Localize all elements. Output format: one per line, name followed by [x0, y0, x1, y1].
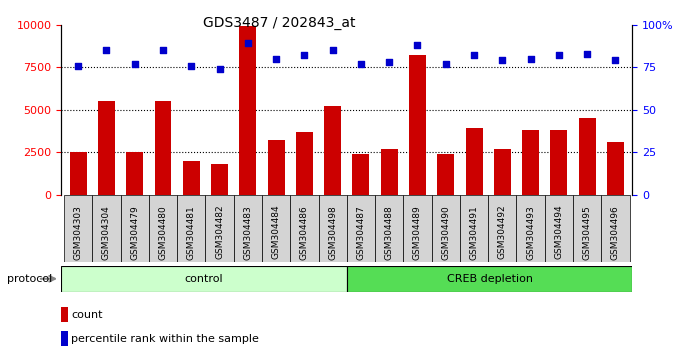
Bar: [177, 195, 205, 262]
Point: [497, 58, 508, 63]
Bar: [126, 152, 143, 195]
Bar: [579, 118, 596, 195]
Bar: [64, 195, 92, 262]
Bar: [149, 195, 177, 262]
Text: GSM304481: GSM304481: [187, 205, 196, 259]
Bar: [347, 195, 375, 262]
Point: [271, 56, 282, 62]
Bar: [403, 195, 432, 262]
Bar: [211, 164, 228, 195]
Text: GSM304303: GSM304303: [73, 205, 83, 260]
Point: [327, 47, 338, 53]
Text: GSM304490: GSM304490: [441, 205, 450, 259]
Text: GSM304486: GSM304486: [300, 205, 309, 259]
Point: [214, 66, 225, 72]
Point: [299, 52, 310, 58]
Text: protocol: protocol: [7, 274, 52, 284]
Bar: [573, 195, 601, 262]
Bar: [460, 195, 488, 262]
Text: control: control: [185, 274, 223, 284]
Bar: [61, 307, 68, 322]
Text: GSM304494: GSM304494: [554, 205, 563, 259]
Point: [441, 61, 452, 67]
Bar: [239, 27, 256, 195]
Text: GSM304487: GSM304487: [356, 205, 365, 259]
Bar: [601, 195, 630, 262]
Bar: [296, 132, 313, 195]
Point: [581, 51, 592, 57]
Bar: [466, 129, 483, 195]
Point: [610, 58, 621, 63]
Text: GSM304491: GSM304491: [470, 205, 479, 259]
Point: [469, 52, 479, 58]
Bar: [92, 195, 120, 262]
Bar: [347, 266, 632, 292]
Bar: [517, 195, 545, 262]
Bar: [437, 154, 454, 195]
Text: GSM304483: GSM304483: [243, 205, 252, 259]
Point: [412, 42, 423, 48]
Text: count: count: [71, 310, 103, 320]
Bar: [318, 195, 347, 262]
Point: [242, 41, 253, 46]
Bar: [205, 195, 234, 262]
Text: CREB depletion: CREB depletion: [447, 274, 532, 284]
Bar: [234, 195, 262, 262]
Point: [356, 61, 367, 67]
Text: GSM304304: GSM304304: [102, 205, 111, 259]
Point: [525, 56, 536, 62]
Text: percentile rank within the sample: percentile rank within the sample: [71, 333, 259, 344]
Point: [554, 52, 564, 58]
Text: GSM304479: GSM304479: [131, 205, 139, 259]
Text: GSM304482: GSM304482: [215, 205, 224, 259]
Bar: [324, 106, 341, 195]
Bar: [381, 149, 398, 195]
Bar: [262, 195, 290, 262]
Text: GSM304495: GSM304495: [583, 205, 592, 259]
Bar: [61, 266, 347, 292]
Point: [384, 59, 394, 65]
Text: GSM304488: GSM304488: [385, 205, 394, 259]
Bar: [120, 195, 149, 262]
Bar: [522, 130, 539, 195]
Text: GSM304484: GSM304484: [271, 205, 281, 259]
Point: [73, 63, 84, 68]
Bar: [61, 331, 68, 346]
Text: GSM304480: GSM304480: [158, 205, 167, 259]
Bar: [607, 142, 624, 195]
Bar: [375, 195, 403, 262]
Bar: [488, 195, 517, 262]
Text: GSM304492: GSM304492: [498, 205, 507, 259]
Bar: [183, 161, 200, 195]
Point: [186, 63, 197, 68]
Bar: [98, 101, 115, 195]
Point: [101, 47, 112, 53]
Text: GDS3487 / 202843_at: GDS3487 / 202843_at: [203, 16, 355, 30]
Text: GSM304493: GSM304493: [526, 205, 535, 259]
Bar: [550, 130, 567, 195]
Bar: [409, 55, 426, 195]
Bar: [494, 149, 511, 195]
Point: [129, 61, 140, 67]
Bar: [69, 152, 86, 195]
Bar: [432, 195, 460, 262]
Text: GSM304498: GSM304498: [328, 205, 337, 259]
Text: GSM304489: GSM304489: [413, 205, 422, 259]
Bar: [352, 154, 369, 195]
Bar: [268, 140, 285, 195]
Bar: [290, 195, 318, 262]
Bar: [545, 195, 573, 262]
Text: GSM304496: GSM304496: [611, 205, 620, 259]
Point: [158, 47, 169, 53]
Bar: [154, 101, 171, 195]
